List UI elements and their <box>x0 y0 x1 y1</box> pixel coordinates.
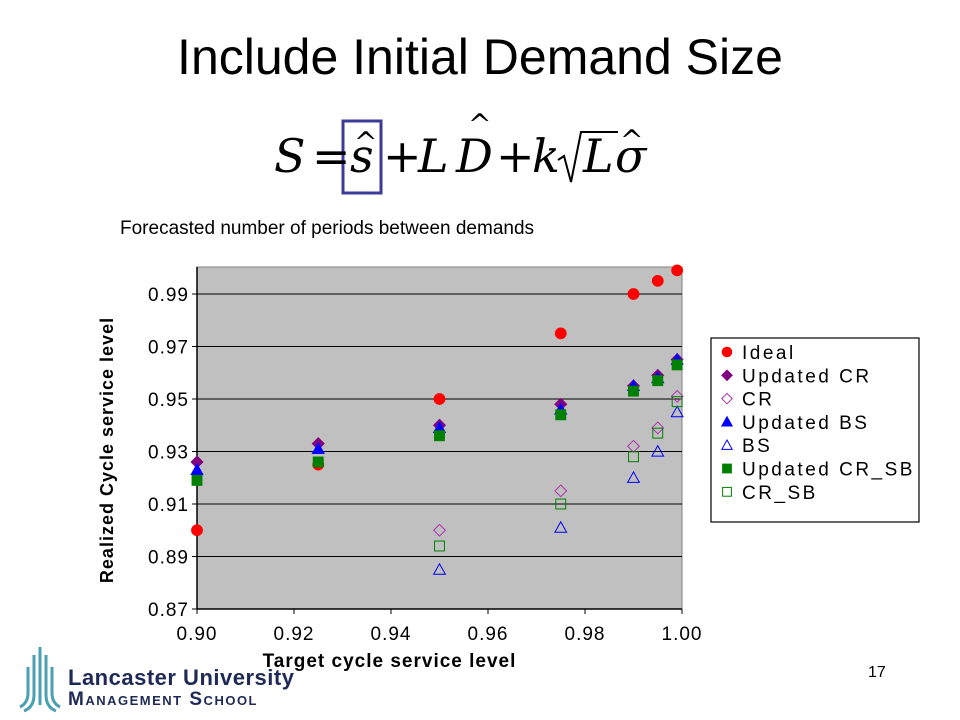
y-tick-label: 0.93 <box>148 443 189 464</box>
x-tick-label: 0.94 <box>371 624 412 645</box>
formula-S: S <box>274 129 306 183</box>
logo-text-line2: Management School <box>68 689 258 710</box>
scatter-chart: 0.87 0.89 0.91 0.93 0.95 0.97 0.99 0.90 0.92 0.94… <box>97 264 920 672</box>
x-tick-label: 1.00 <box>662 624 703 645</box>
series-bs <box>432 405 684 575</box>
formula-plus-1: + <box>383 129 422 183</box>
formula-D-hat-accent: ^ <box>468 112 491 141</box>
legend-box <box>710 337 920 523</box>
y-tick-label: 0.97 <box>148 338 189 359</box>
chart-subtitle: Forecasted number of periods between dem… <box>120 218 535 239</box>
data-point <box>627 288 640 300</box>
legend-label: Ideal <box>742 343 796 364</box>
data-point <box>191 524 203 537</box>
data-point <box>651 421 665 435</box>
y-tick-label: 0.99 <box>148 285 189 306</box>
data-point <box>554 484 568 498</box>
data-point <box>191 474 203 486</box>
legend-label: CR_SB <box>742 483 818 504</box>
slide-title: Include Initial Demand Size <box>177 29 783 85</box>
data-point <box>432 523 447 537</box>
data-point <box>554 520 568 533</box>
formula-highlight-box <box>341 119 383 195</box>
formula-equals: = <box>312 129 351 183</box>
formula-L-1: L <box>417 129 449 183</box>
formula-D-hat: D <box>455 129 493 183</box>
data-point <box>628 385 639 397</box>
data-point <box>651 274 664 287</box>
x-tick-label: 0.98 <box>565 624 606 645</box>
logo-text-line1: Lancaster University <box>68 665 295 690</box>
formula-sqrt-sign <box>557 131 618 183</box>
y-tick-label: 0.95 <box>148 390 189 411</box>
x-tick-label: 0.90 <box>177 624 218 645</box>
logo-mark-icon <box>19 647 61 713</box>
x-axis-title: Target cycle service level <box>263 651 517 672</box>
legend-label: Updated BS <box>742 413 869 434</box>
legend-label: BS <box>742 436 772 457</box>
data-point <box>312 456 324 468</box>
formula-sigma-hat-accent: ^ <box>620 124 643 157</box>
x-tick-label: 0.96 <box>468 624 509 645</box>
data-point <box>670 405 684 418</box>
data-point <box>671 264 684 277</box>
legend-label: Updated CR_SB <box>742 460 915 481</box>
series-cr-sb <box>434 396 683 552</box>
series-updated-cr-sb <box>191 359 683 486</box>
formula-s-hat: s <box>350 129 374 183</box>
data-point <box>190 462 204 476</box>
page-number: 17 <box>868 664 886 681</box>
formula-L-2: L <box>582 129 614 183</box>
data-point <box>671 359 683 371</box>
formula-k: k <box>532 129 560 183</box>
legend-marker <box>721 392 733 405</box>
university-logo: Lancaster University Management School <box>18 645 318 715</box>
y-axis-title: Realized Cycle service level <box>97 317 117 583</box>
data-point <box>434 540 445 552</box>
data-point <box>555 409 567 421</box>
data-point <box>311 441 325 455</box>
formula-plus-2: + <box>496 129 535 183</box>
formula-s-hat-accent: ^ <box>354 126 377 159</box>
data-point <box>670 389 684 403</box>
legend-marker <box>720 415 734 427</box>
y-tick-label: 0.91 <box>148 495 189 516</box>
y-tick-label: 0.87 <box>148 600 189 621</box>
data-point <box>433 393 446 405</box>
legend-marker <box>721 369 733 382</box>
formula: S = s ^ + L D ^ + k L σ ^ <box>274 112 648 195</box>
legend-marker <box>722 486 732 497</box>
legend-marker <box>722 463 732 474</box>
data-point <box>432 562 447 575</box>
legend-label: CR <box>742 390 774 411</box>
y-tick-label: 0.89 <box>148 548 189 569</box>
legend-marker <box>720 438 734 450</box>
data-point <box>671 396 683 408</box>
data-point <box>651 444 665 457</box>
data-point <box>626 470 641 483</box>
data-point <box>554 327 567 340</box>
legend-label: Updated CR <box>742 366 872 387</box>
legend-marker <box>721 346 733 358</box>
data-point <box>652 375 664 387</box>
data-point <box>434 430 445 442</box>
data-point <box>628 451 639 463</box>
x-tick-label: 0.92 <box>274 624 315 645</box>
series-cr <box>432 389 684 537</box>
formula-sigma-hat: σ <box>615 129 648 183</box>
data-point <box>652 427 664 439</box>
data-point <box>555 498 567 510</box>
